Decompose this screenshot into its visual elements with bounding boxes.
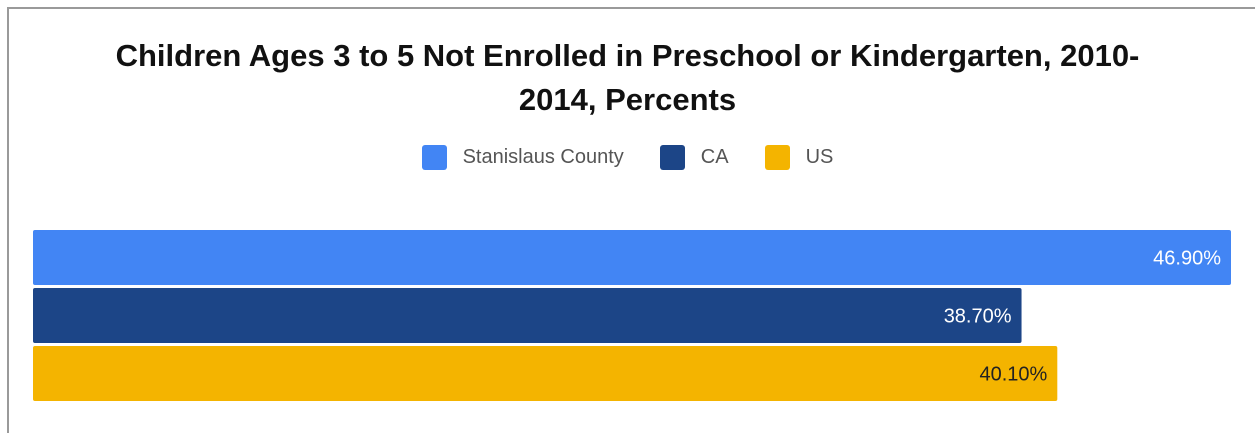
bar-value-label: 46.90% [1153,248,1221,270]
bar-stanislaus-county[interactable] [33,230,1231,285]
legend-label-ca: CA [700,146,729,168]
legend-label-stanislaus: Stanislaus County [462,146,624,168]
legend-label-us: US [805,146,834,168]
bar-us[interactable] [33,346,1058,401]
bar-value-label: 38.70% [944,306,1012,328]
legend-item-stanislaus[interactable]: Stanislaus County [421,145,624,170]
legend-swatch-ca [659,145,685,170]
chart-title: Children Ages 3 to 5 Not Enrolled in Pre… [0,34,1255,122]
bar-value-label: 40.10% [979,364,1047,386]
legend-item-ca[interactable]: CA [659,145,729,170]
legend-swatch-stanislaus [421,145,447,170]
legend-item-us[interactable]: US [764,145,834,170]
chart-title-line-1: Children Ages 3 to 5 Not Enrolled in Pre… [115,38,1140,73]
legend: Stanislaus County CA US [0,145,1255,170]
legend-swatch-us [764,145,790,170]
bar-ca[interactable] [33,288,1022,343]
chart-title-line-2: 2014, Percents [518,82,737,117]
